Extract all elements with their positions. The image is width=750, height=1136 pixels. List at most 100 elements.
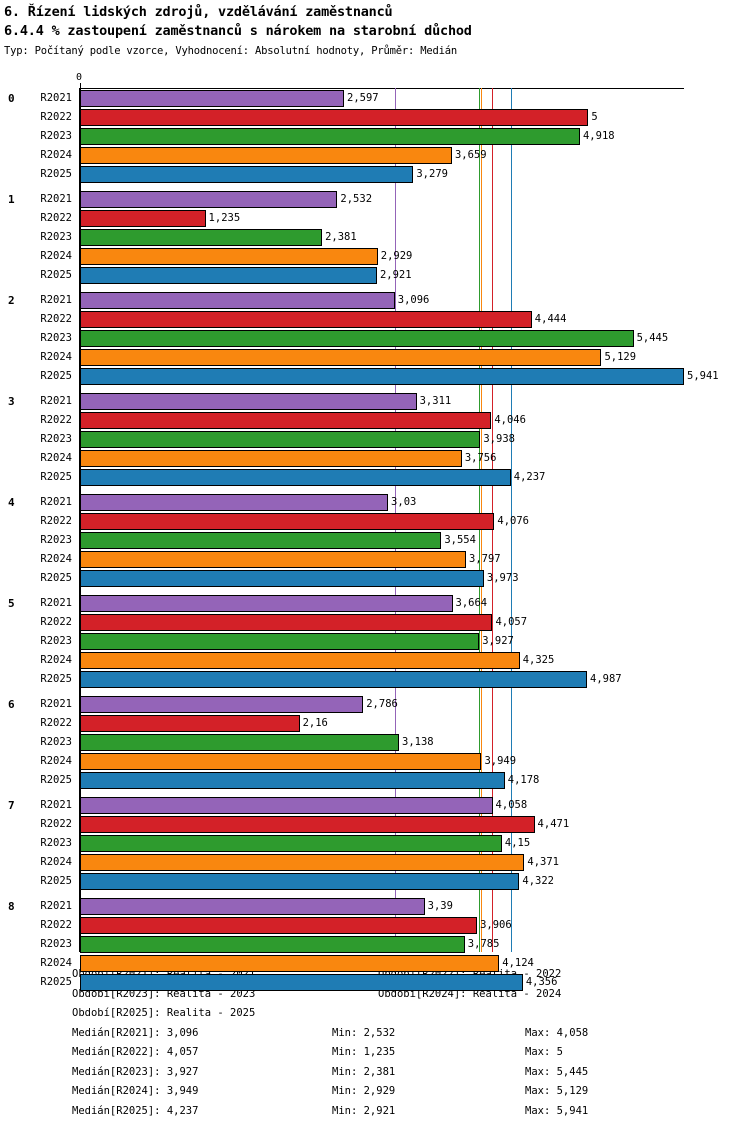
bar-row-label: R2021 [40, 395, 72, 407]
legend-min-value: Min: 2,921 [332, 1104, 396, 1117]
chart-header: 6. Řízení lidských zdrojů, vzdělávání za… [0, 0, 750, 59]
bar-row-label: R2024 [40, 351, 72, 363]
bar-r2021[interactable] [80, 696, 364, 713]
bar-row: R2023 3,138 [0, 733, 750, 752]
bar-row: R2022 4,444 [0, 310, 750, 329]
bar-row-label: R2025 [40, 976, 72, 988]
bar-value-label: 4,15 [504, 837, 531, 849]
bar-row: R2023 3,785 [0, 935, 750, 954]
bar-r2023[interactable] [80, 128, 580, 145]
bar-row: R2023 5,445 [0, 329, 750, 348]
bar-row-label: R2021 [40, 597, 72, 609]
bar-r2023[interactable] [80, 532, 442, 549]
bar-value-label: 3,756 [464, 452, 497, 464]
bar-row: R2022 4,046 [0, 411, 750, 430]
bar-row: R2023 4,15 [0, 834, 750, 853]
bar-r2024[interactable] [80, 450, 462, 467]
bar-value-label: 3,03 [391, 496, 417, 508]
bar-row-label: R2024 [40, 250, 72, 262]
legend-median-value: Medián[R2023]: 3,927 [72, 1065, 199, 1078]
bar-r2021[interactable] [80, 90, 345, 107]
bar-r2025[interactable] [80, 469, 511, 486]
bar-row: R2023 2,381 [0, 228, 750, 247]
bar-r2022[interactable] [80, 513, 495, 530]
bar-r2022[interactable] [80, 614, 493, 631]
bar-value-label: 2,786 [366, 698, 398, 710]
bar-value-label: 5,941 [687, 370, 719, 382]
legend-min-value: Min: 1,235 [332, 1046, 396, 1058]
bar-r2025[interactable] [80, 166, 414, 183]
bar-r2021[interactable] [80, 797, 493, 814]
bar-row: R2021 3,664 [0, 594, 750, 613]
bar-row-label: R2022 [40, 111, 72, 123]
bar-value-label: 3,659 [454, 149, 487, 161]
bar-value-label: 4,356 [525, 976, 558, 988]
bar-row: R2022 3,906 [0, 916, 750, 935]
bar-r2022[interactable] [80, 412, 492, 429]
bar-r2023[interactable] [80, 330, 634, 347]
bar-r2021[interactable] [80, 393, 417, 410]
bar-r2025[interactable] [80, 671, 587, 688]
bar-value-label: 3,096 [397, 294, 430, 306]
legend-min-value: Min: 2,532 [332, 1026, 396, 1039]
bar-r2025[interactable] [80, 772, 505, 789]
bar-r2024[interactable] [80, 551, 467, 568]
bar-row-label: R2024 [40, 553, 72, 565]
bar-row-label: R2024 [40, 654, 72, 666]
bar-row: R2022 5 [0, 108, 750, 127]
bar-value-label: 4,444 [534, 313, 567, 325]
bar-group-0: 0 R2021 2,597 R2022 5 R2023 4,918 R2024 3,659 R20… [0, 89, 750, 184]
bar-r2022[interactable] [80, 210, 206, 227]
bar-row-label: R2022 [40, 818, 72, 830]
bar-row: R2025 4,322 [0, 872, 750, 891]
bar-r2022[interactable] [80, 816, 535, 833]
bar-r2024[interactable] [80, 652, 520, 669]
bar-r2023[interactable] [80, 936, 465, 953]
bar-r2024[interactable] [80, 955, 500, 972]
bar-r2022[interactable] [80, 109, 589, 126]
bar-value-label: 4,058 [495, 799, 528, 811]
bar-value-label: 2,532 [340, 193, 373, 205]
bar-r2024[interactable] [80, 248, 378, 265]
legend-max-value: Max: 5,445 [525, 1065, 589, 1078]
bar-r2022[interactable] [80, 917, 478, 934]
bar-r2021[interactable] [80, 292, 395, 309]
bar-r2024[interactable] [80, 854, 525, 871]
bar-r2023[interactable] [80, 431, 481, 448]
bar-row-label: R2022 [40, 212, 72, 224]
group-index-label: 3 [8, 395, 15, 408]
bar-r2022[interactable] [80, 715, 300, 732]
bar-r2021[interactable] [80, 595, 453, 612]
bar-r2024[interactable] [80, 349, 602, 366]
bar-r2021[interactable] [80, 191, 338, 208]
legend-stats-row: Medián[R2024]: 3,949 Min: 2,929 Max: 5,129 [0, 1082, 750, 1102]
bar-value-label: 4,322 [522, 875, 554, 887]
group-index-label: 8 [8, 900, 15, 913]
bar-r2025[interactable] [80, 368, 684, 385]
bar-row-label: R2025 [40, 673, 72, 685]
bar-r2023[interactable] [80, 633, 480, 650]
bar-row: R2025 4,237 [0, 468, 750, 487]
bar-r2021[interactable] [80, 898, 425, 915]
bar-r2025[interactable] [80, 570, 484, 587]
bar-row-label: R2022 [40, 717, 72, 729]
bar-r2023[interactable] [80, 734, 400, 751]
bar-r2021[interactable] [80, 494, 389, 511]
bar-value-label: 4,987 [590, 673, 622, 685]
x-axis-zero-tick-mark [80, 83, 81, 88]
bar-r2025[interactable] [80, 873, 520, 890]
legend-stats-row: Medián[R2023]: 3,927 Min: 2,381 Max: 5,445 [0, 1063, 750, 1083]
bar-r2025[interactable] [80, 974, 523, 991]
bar-r2023[interactable] [80, 229, 323, 246]
bar-r2024[interactable] [80, 753, 482, 770]
bar-r2025[interactable] [80, 267, 377, 284]
bar-row-label: R2021 [40, 92, 72, 104]
bar-group-6: 6 R2021 2,786 R2022 2,16 R2023 3,138 R2024 3,949… [0, 695, 750, 790]
bar-value-label: 4,057 [495, 616, 528, 628]
bar-r2022[interactable] [80, 311, 532, 328]
legend-max-value: Max: 5 [525, 1046, 563, 1058]
bar-row-label: R2023 [40, 231, 72, 243]
bar-r2023[interactable] [80, 835, 502, 852]
bar-r2024[interactable] [80, 147, 452, 164]
bar-row: R2024 4,124 [0, 954, 750, 973]
